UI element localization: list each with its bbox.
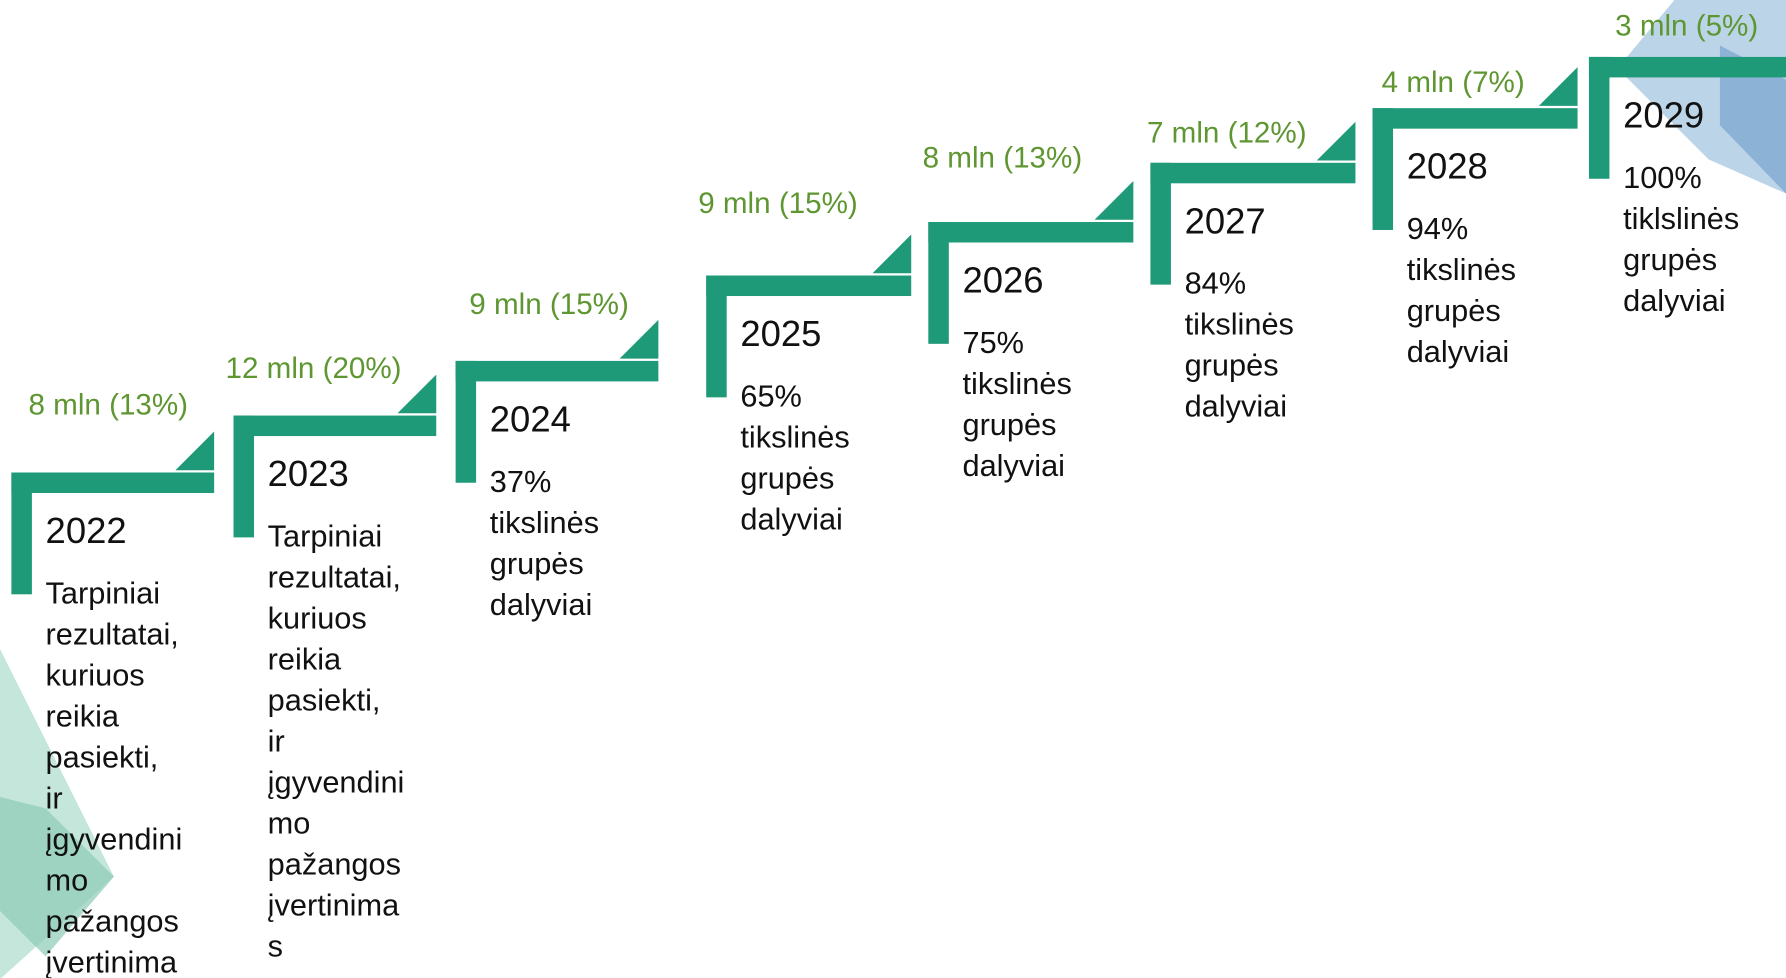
step-text: s	[268, 928, 283, 963]
step-text: ir	[46, 780, 63, 815]
step-horizontal	[1150, 163, 1355, 183]
step-text: dalyviai	[740, 501, 843, 536]
step-text: grupės	[1185, 348, 1279, 383]
step-year: 2025	[740, 313, 821, 354]
step-text: 65%	[740, 378, 802, 413]
step-triangle	[1317, 122, 1356, 161]
step-text: 37%	[490, 464, 552, 499]
timeline: 8 mln (13%) 2022 Tarpiniai rezultatai, kuriu…	[0, 0, 1786, 978]
step-text: tikslinės	[490, 505, 599, 540]
step-text: grupės	[1407, 293, 1501, 328]
step-text: rezultatai,	[46, 616, 179, 651]
step-text: 100%	[1623, 160, 1702, 195]
step-text: reikia	[46, 698, 120, 733]
step-triangle	[1539, 67, 1578, 106]
step-text: dalyviai	[1185, 389, 1288, 424]
step-text: tikslinės	[1407, 252, 1516, 287]
step-year: 2022	[46, 510, 127, 551]
step-text: įvertinima	[46, 944, 178, 978]
step-text: pažangos	[46, 903, 179, 938]
step-text: Tarpiniai	[268, 519, 382, 554]
step-text: pažangos	[268, 846, 401, 881]
step-text: grupės	[740, 460, 834, 495]
step-label: 4 mln (7%)	[1382, 66, 1525, 99]
step-text: dalyviai	[490, 587, 593, 622]
step-horizontal	[706, 276, 911, 296]
step-text: grupės	[962, 407, 1056, 442]
step-label: 7 mln (12%)	[1147, 116, 1307, 149]
step-text: mo	[46, 862, 89, 897]
step-triangle	[1095, 181, 1134, 220]
step-triangle	[620, 320, 659, 359]
step: 9 mln (15%) 2024 37% tikslinės grupės dalyvia…	[456, 288, 659, 622]
step-text: tikslinės	[962, 366, 1071, 401]
step-year: 2029	[1623, 95, 1704, 136]
step-label: 9 mln (15%)	[698, 187, 858, 220]
step-horizontal	[234, 416, 437, 436]
step-year: 2026	[962, 260, 1043, 301]
step-horizontal	[11, 472, 214, 492]
step-text: kuriuos	[268, 600, 367, 635]
step-label: 9 mln (15%)	[469, 288, 629, 321]
step: 9 mln (15%) 2025 65% tikslinės grupės dalyvia…	[698, 187, 911, 537]
step: 7 mln (12%) 2027 84% tikslinės grupės dalyvia…	[1147, 116, 1355, 423]
step-text: grupės	[490, 546, 584, 581]
step-text: kuriuos	[46, 657, 145, 692]
step-text: tikslinės	[740, 419, 849, 454]
step-triangle	[175, 432, 214, 471]
step-label: 8 mln (13%)	[28, 388, 188, 421]
step-label: 12 mln (20%)	[226, 352, 402, 385]
step-text: Tarpiniai	[46, 575, 160, 610]
step-horizontal	[456, 361, 659, 381]
step: 8 mln (13%) 2026 75% tikslinės grupės dalyvia…	[923, 141, 1134, 483]
step-text: dalyviai	[1623, 283, 1726, 318]
step-horizontal	[1589, 57, 1786, 77]
step-text: pasiekti,	[46, 739, 159, 774]
step-year: 2028	[1407, 146, 1488, 187]
step-triangle	[398, 375, 437, 414]
step-label: 8 mln (13%)	[923, 141, 1083, 174]
step-text: dalyviai	[1407, 334, 1510, 369]
step-text: įvertinima	[268, 887, 400, 922]
steps: 8 mln (13%) 2022 Tarpiniai rezultatai, kuriu…	[11, 9, 1786, 978]
step-text: įgyvendini	[46, 821, 183, 856]
step-text: dalyviai	[962, 448, 1065, 483]
step-text: grupės	[1623, 242, 1717, 277]
step-text: tiklslinės	[1623, 201, 1739, 236]
step-year: 2027	[1185, 200, 1266, 241]
step-horizontal	[1373, 108, 1578, 128]
step-text: reikia	[268, 641, 342, 676]
step-text: ir	[268, 723, 285, 758]
step-text: rezultatai,	[268, 559, 401, 594]
step-text: 84%	[1185, 266, 1247, 301]
step-text: pasiekti,	[268, 682, 381, 717]
step-text: 75%	[962, 325, 1024, 360]
step-horizontal	[928, 222, 1133, 242]
step-text: įgyvendini	[268, 764, 405, 799]
step-text: mo	[268, 805, 311, 840]
step-label: 3 mln (5%)	[1615, 9, 1758, 42]
step-triangle	[872, 235, 911, 274]
step-year: 2023	[268, 453, 349, 494]
step: 4 mln (7%) 2028 94% tikslinės grupės dalyviai	[1373, 66, 1578, 369]
step-year: 2024	[490, 399, 571, 440]
step-text: tikslinės	[1185, 307, 1294, 342]
step: 12 mln (20%) 2023 Tarpiniai rezultatai, kuri…	[226, 352, 437, 963]
step-text: 94%	[1407, 211, 1469, 246]
